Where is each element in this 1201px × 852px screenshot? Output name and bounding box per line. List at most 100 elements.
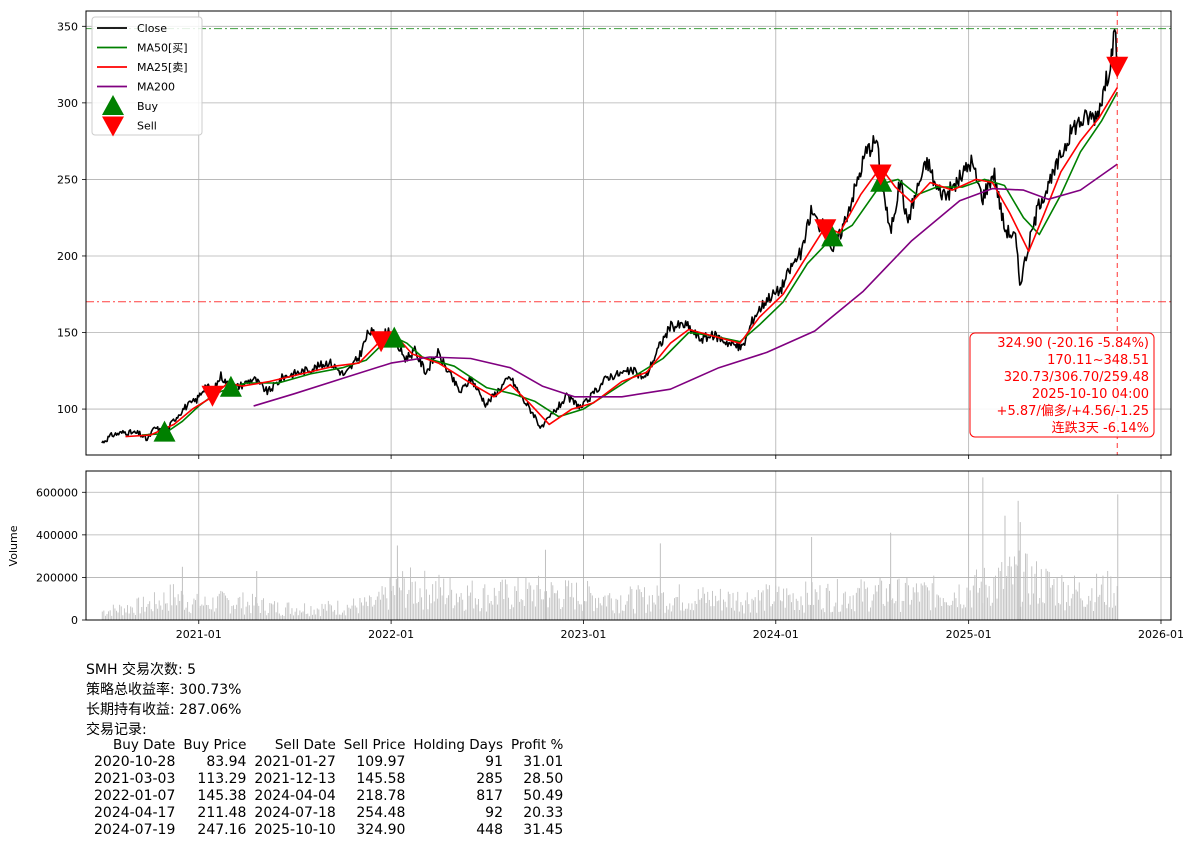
volume-bar (746, 592, 748, 620)
volume-bar (441, 595, 443, 620)
volume-bar (286, 602, 288, 620)
volume-bar (285, 607, 287, 620)
volume-bar (593, 611, 595, 620)
price-ytick-label: 250 (57, 173, 78, 186)
volume-bar (144, 611, 146, 620)
volume-bar (125, 612, 127, 620)
volume-bar (146, 606, 147, 620)
volume-bar (1050, 587, 1052, 620)
volume-bar (927, 587, 928, 620)
volume-bar (884, 605, 886, 620)
summary-hold-return: 长期持有收益: 287.06% (86, 702, 242, 718)
volume-bar (547, 607, 549, 620)
volume-bar (282, 614, 283, 620)
volume-bar (574, 609, 576, 620)
volume-bar (321, 603, 323, 620)
volume-bar (811, 536, 813, 620)
volume-bar (1037, 603, 1039, 620)
volume-bar (542, 599, 544, 620)
volume-bar (538, 575, 540, 620)
volume-bar (1061, 575, 1063, 620)
table-cell: 91 (485, 754, 503, 770)
volume-bar (800, 596, 802, 620)
volume-bar (617, 599, 619, 620)
volume-bar (764, 610, 766, 620)
summary-trade-log-title: 交易记录: (86, 722, 147, 738)
volume-bar (1089, 600, 1091, 620)
volume-bar (357, 613, 359, 620)
volume-bar (244, 614, 245, 620)
volume-bar (206, 604, 208, 620)
volume-bar (857, 587, 859, 620)
volume-bar (648, 595, 650, 620)
volume-bar (664, 612, 666, 620)
volume-bar (106, 614, 108, 620)
volume-bar (650, 611, 652, 620)
legend-label: Buy (137, 100, 159, 113)
table-cell: 817 (476, 788, 503, 804)
volume-bar (634, 613, 636, 620)
volume-bar (454, 605, 456, 620)
table-cell: 211.48 (197, 805, 247, 821)
table-cell: 50.49 (523, 788, 564, 804)
volume-bar (471, 580, 473, 620)
volume-bar (691, 603, 693, 620)
volume-bar (642, 597, 644, 620)
volume-bar (724, 601, 726, 620)
volume-bar (1102, 575, 1104, 620)
volume-bar (207, 605, 209, 620)
volume-bar (117, 612, 119, 620)
volume-bar (685, 608, 687, 620)
volume-bar (609, 593, 611, 620)
volume-bar (261, 599, 263, 620)
volume-bar (1048, 571, 1050, 620)
volume-bar (900, 611, 902, 620)
table-cell: 83.94 (206, 754, 247, 770)
volume-bar (376, 596, 378, 620)
volume-bar (1105, 604, 1107, 620)
volume-bar (555, 593, 557, 620)
volume-bar (346, 604, 348, 620)
volume-bar (898, 578, 900, 620)
volume-bar (762, 590, 764, 620)
volume-bar (493, 587, 495, 620)
volume-bar (210, 609, 212, 620)
volume-bar (478, 599, 479, 620)
summary-strategy-return: 策略总收益率: 300.73% (86, 682, 242, 698)
volume-bar (468, 595, 470, 620)
volume-bar (656, 585, 658, 620)
volume-bar (523, 605, 525, 620)
volume-bar (765, 584, 767, 620)
volume-bar (514, 586, 516, 620)
annotation-line: 170.11~348.51 (1047, 353, 1149, 368)
volume-bar (174, 597, 176, 620)
volume-bar (389, 577, 391, 620)
volume-bar (925, 585, 927, 620)
volume-bar (873, 594, 875, 620)
volume-bar (934, 607, 936, 620)
sell-marker (869, 164, 892, 186)
volume-bar (522, 600, 524, 620)
table-row: 2024-04-17 211.48 2024-07-18 254.48 92 20.33 (86, 805, 567, 822)
volume-bar (1029, 604, 1031, 620)
volume-bar (743, 613, 745, 620)
volume-bar (753, 600, 755, 620)
volume-bar (612, 610, 614, 620)
table-row: 2022-01-07 145.38 2024-04-04 218.78 817 50.49 (86, 788, 567, 805)
volume-bar (637, 585, 639, 620)
volume-bar (996, 598, 998, 620)
volume-bar (101, 611, 103, 620)
volume-bar (626, 601, 628, 620)
volume-bar (506, 584, 508, 620)
volume-bar (234, 609, 236, 620)
volume-bar (841, 604, 843, 620)
volume-bar (452, 608, 454, 620)
volume-bar (783, 588, 785, 620)
volume-bar (832, 611, 834, 620)
volume-bar (1058, 602, 1060, 620)
volume-bar (718, 600, 720, 620)
volume-bar (353, 598, 355, 620)
volume-bar (368, 595, 370, 620)
volume-bar (1012, 584, 1014, 620)
volume-bar (786, 588, 788, 620)
